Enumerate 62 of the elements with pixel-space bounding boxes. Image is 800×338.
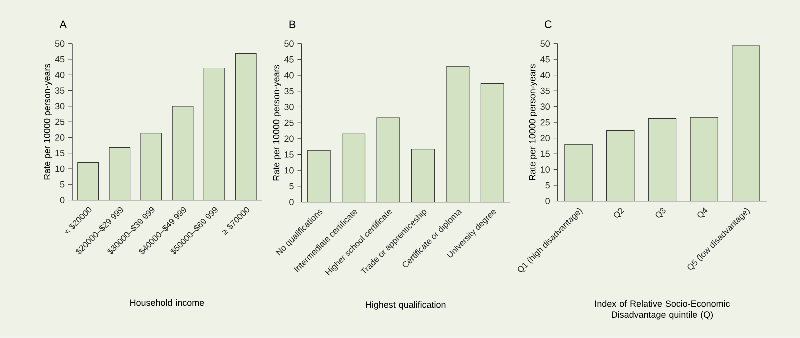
y-tick-label: 10 (56, 166, 65, 172)
x-axis-title: Highest qualification (366, 302, 446, 310)
y-tick-label: 5 (290, 183, 294, 190)
bar (109, 148, 131, 200)
bar (140, 133, 162, 200)
x-axis-title: Household income (130, 300, 204, 306)
y-tick-label: 35 (284, 88, 294, 95)
y-tick-label: 0 (546, 198, 550, 205)
bar (412, 149, 435, 202)
y-tick-label: 45 (540, 56, 550, 63)
y-tick-label: 20 (540, 135, 550, 142)
y-tick-label: 40 (540, 72, 550, 79)
y-tick-label: 45 (284, 56, 294, 63)
y-tick-label: 40 (55, 72, 65, 78)
y-tick-label: 25 (56, 118, 65, 126)
y-tick-label: 30 (55, 103, 65, 110)
bar (690, 118, 718, 202)
bar (480, 84, 504, 202)
y-tick-label: 50 (55, 40, 65, 48)
y-tick-label: 25 (540, 119, 550, 126)
bar (308, 150, 331, 202)
x-tick-label: Q3 (656, 208, 666, 218)
y-tick-label: 15 (56, 150, 65, 157)
y-tick-label: 30 (284, 104, 294, 110)
y-tick-label: 50 (540, 40, 550, 48)
bar (204, 68, 226, 200)
bar (78, 162, 100, 200)
y-tick-label: 50 (284, 40, 294, 48)
bar (648, 118, 676, 202)
y-tick-label: 40 (284, 72, 294, 79)
y-tick-label: 15 (541, 151, 550, 158)
bar (342, 134, 366, 202)
bar (172, 106, 194, 200)
chart-title: C (544, 20, 552, 28)
y-axis-title: Rate per 10000 person-years (44, 64, 52, 180)
bar (564, 144, 593, 202)
y-axis-title: Rate per 10000 person-years (273, 65, 282, 181)
y-tick-label: 45 (55, 56, 65, 63)
y-tick-label: 0 (60, 197, 65, 204)
y-tick-label: 10 (541, 166, 550, 174)
bar (606, 130, 634, 202)
y-tick-label: 5 (60, 182, 65, 188)
x-axis-title: Index of Relative Socio-Economic Disadvantage quintile (Q) (596, 300, 730, 320)
y-tick-label: 25 (284, 120, 294, 126)
y-tick-label: 35 (540, 88, 550, 94)
chart-title: A (60, 20, 67, 28)
y-axis-title: Rate per 10000 person-years (529, 64, 538, 180)
bar (732, 46, 760, 202)
bar (235, 54, 257, 200)
x-tick-label: Q2 (614, 208, 625, 218)
chart-title: B (290, 20, 296, 28)
y-tick-label: 0 (290, 199, 294, 206)
y-tick-label: 20 (284, 136, 294, 142)
y-tick-label: 5 (546, 182, 550, 189)
y-tick-label: 20 (56, 134, 65, 141)
y-tick-label: 35 (55, 88, 65, 94)
y-tick-label: 10 (284, 168, 294, 174)
x-tick-label: Q4 (698, 208, 708, 218)
bar (446, 67, 470, 202)
y-tick-label: 15 (284, 152, 294, 158)
bar (377, 118, 400, 202)
y-tick-label: 30 (540, 104, 550, 110)
